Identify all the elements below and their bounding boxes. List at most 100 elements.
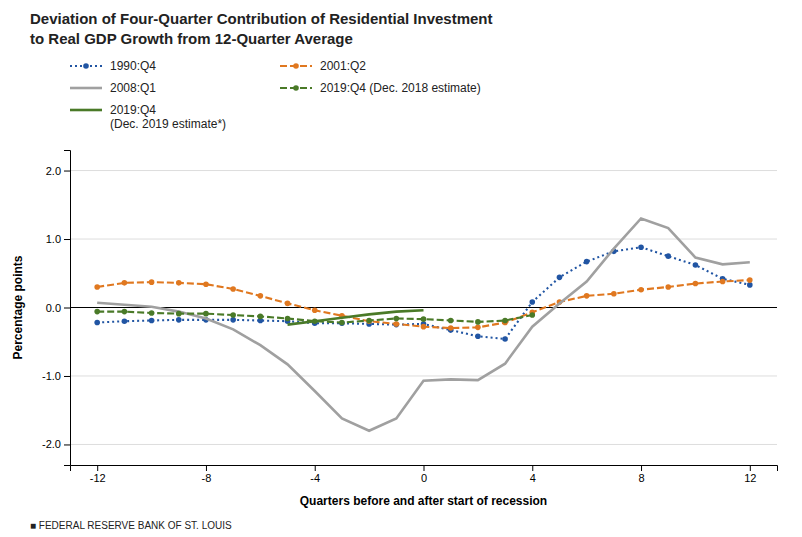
series-point: [529, 312, 535, 318]
series-point: [122, 318, 128, 324]
series-point: [203, 281, 209, 287]
series-point: [584, 259, 590, 265]
legend-label: 2019:Q4 (Dec. 2018 estimate): [320, 81, 481, 95]
legend-item: 2008:Q1: [70, 81, 156, 95]
legend-item: 2001:Q2: [280, 59, 366, 73]
series-layer: [94, 218, 752, 430]
series-line: [97, 247, 750, 339]
x-axis-line: [71, 466, 778, 472]
legend: 1990:Q4 2001:Q2 2008:Q1 2019:Q4 (Dec. 2018 …: [70, 59, 481, 131]
plot: -12-8-404812-2.0-1.00.01.02.0: [42, 151, 777, 484]
series-point: [693, 281, 699, 287]
series-point: [747, 277, 753, 283]
title: to Real GDP Growth from 12-Quarter Avera…: [30, 30, 353, 47]
grid: [70, 171, 777, 445]
series-point: [176, 280, 182, 286]
series-point: [693, 262, 699, 268]
x-tick: 0: [421, 465, 427, 484]
y-tick: -1.0: [42, 370, 70, 382]
y-tick-mark: [64, 376, 70, 377]
series-point: [94, 320, 100, 326]
x-tick-mark: [315, 465, 316, 471]
y-tick-mark: [64, 171, 70, 172]
grid-line: [70, 375, 777, 376]
x-tick-label: 8: [638, 472, 644, 484]
series-point: [94, 309, 100, 315]
series-point: [176, 311, 182, 317]
y-tick-label: -1.0: [42, 370, 61, 382]
legend-swatch-marker: [293, 85, 299, 91]
series-point: [421, 316, 427, 322]
y-axis-title: Percentage points: [11, 255, 25, 359]
series: [94, 244, 752, 341]
series-point: [665, 253, 671, 259]
series: [97, 218, 750, 430]
y-tick-label: 2.0: [46, 165, 61, 177]
y-tick: 1.0: [46, 233, 70, 245]
grid-line: [70, 444, 777, 445]
grid-line: [70, 239, 777, 240]
x-tick-mark: [97, 465, 98, 471]
legend-label: 2019:Q4(Dec. 2019 estimate*): [110, 103, 226, 131]
series: [94, 309, 535, 326]
series-point: [366, 318, 372, 324]
x-tick: -12: [90, 465, 106, 484]
x-tick: 4: [530, 465, 536, 484]
series-point: [203, 311, 209, 317]
y-axis-line: [64, 151, 71, 466]
series-point: [312, 307, 318, 313]
x-tick-label: 0: [421, 472, 427, 484]
legend-swatch-marker: [293, 63, 299, 69]
legend-swatch-marker: [83, 63, 89, 69]
series-point: [665, 284, 671, 290]
title: Deviation of Four-Quarter Contribution o…: [30, 10, 493, 27]
series-point: [149, 279, 155, 285]
legend-label: 1990:Q4: [110, 59, 156, 73]
series-point: [366, 318, 372, 324]
grid-line: [70, 170, 777, 171]
x-tick-label: 4: [530, 472, 536, 484]
series-line: [97, 280, 750, 328]
x-tick-mark: [206, 465, 207, 471]
series-point: [285, 316, 291, 322]
legend-swatch: [70, 87, 102, 90]
series-point: [122, 280, 128, 286]
series-point: [421, 324, 427, 330]
legend-label: 2001:Q2: [320, 59, 366, 73]
legend-label: 2008:Q1: [110, 81, 156, 95]
series-point: [448, 325, 454, 331]
series-point: [230, 286, 236, 292]
legend-item: 2019:Q4 (Dec. 2018 estimate): [280, 81, 481, 95]
series-line: [288, 310, 424, 324]
series-point: [176, 317, 182, 323]
y-axis: -2.0 -1.0 0.0 1.0 2.0: [42, 151, 70, 466]
series-point: [584, 293, 590, 299]
series-point: [611, 291, 617, 297]
series-point: [339, 320, 345, 326]
series-line: [97, 218, 750, 430]
y-tick: 2.0: [46, 165, 70, 177]
series: [94, 277, 752, 331]
y-tick: -2.0: [42, 438, 70, 450]
y-tick-label: 0.0: [46, 302, 61, 314]
series-point: [230, 317, 236, 323]
series-point: [448, 318, 454, 324]
legend-item: 1990:Q4: [70, 59, 156, 73]
x-tick-label: -4: [310, 472, 320, 484]
footer: ■ FEDERAL RESERVE BANK OF ST. LOUIS: [30, 520, 232, 531]
series-point: [720, 279, 726, 285]
chart: Deviation of Four-Quarter Contribution o…: [0, 0, 802, 537]
x-tick: 8: [638, 465, 644, 484]
series-point: [394, 322, 400, 328]
series-point: [475, 319, 481, 325]
series-point: [638, 244, 644, 250]
series-point: [230, 312, 236, 318]
x-tick: 12: [744, 465, 756, 484]
x-axis-title: Quarters before and after start of reces…: [300, 494, 547, 508]
y-tick-label: 1.0: [46, 233, 61, 245]
series-point: [122, 309, 128, 315]
series-point: [94, 284, 100, 290]
series-point: [502, 318, 508, 324]
x-tick: -4: [310, 465, 320, 484]
x-tick-mark: [532, 465, 533, 471]
